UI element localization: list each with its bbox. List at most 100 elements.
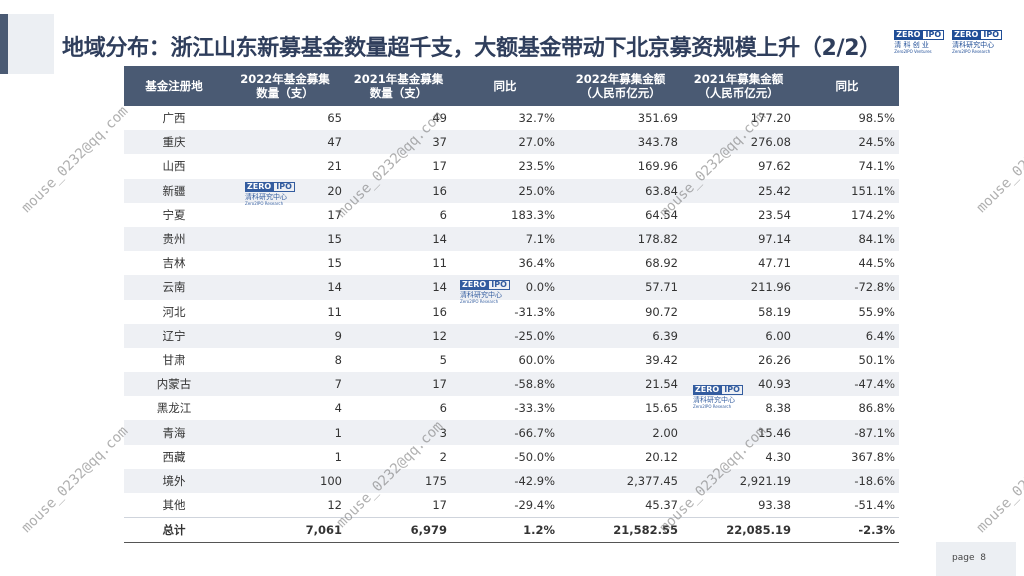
table-row: 重庆 47 37 27.0% 343.78 276.08 24.5% [124, 130, 899, 155]
table-row: 西藏 1 2 -50.0% 20.12 4.30 367.8% [124, 445, 899, 469]
value-cell: 11 [327, 304, 342, 319]
table-row: 青海 1 3 -66.7% 2.00 15.46 -87.1% [124, 420, 899, 445]
value-cell: -33.3% [514, 401, 555, 416]
value-cell: 8.38 [765, 401, 791, 416]
zero2ipo-ventures-logo: ZERO IPO 清 科 创 业 Zero2IPO Ventures [894, 30, 945, 54]
logo-mark-right: IPO [922, 30, 945, 40]
region-cell: 云南 [124, 275, 224, 300]
value-cell: 64.54 [645, 207, 678, 222]
value-cell: 74.1% [858, 159, 895, 174]
region-cell: 宁夏 [162, 207, 186, 222]
column-header: 同比 [451, 66, 559, 106]
value-cell: 57.71 [559, 275, 682, 300]
logo-mark-right: IPO [488, 280, 510, 290]
table-row: 新疆 20 16 25.0% 63.84 25.42 151.1% [124, 178, 899, 203]
logo-cn-text: 清 科 创 业 [894, 41, 929, 49]
value-cell: 39.42 [645, 352, 678, 367]
logo-cn-text: 清科研究中心 [245, 193, 287, 201]
table-row: 黑龙江 4 6 -33.3% 15.65 8.38 86.8% [124, 396, 899, 420]
region-cell: 青海 [124, 420, 224, 445]
value-cell: 15.46 [682, 420, 795, 445]
total-label-cell: 总计 [124, 517, 224, 544]
value-cell: 1 [224, 420, 346, 445]
column-header: 2021年募集金额 （人民币亿元） [682, 66, 795, 106]
column-header: 2021年基金募集 数量（支） [346, 66, 451, 106]
table-row: 吉林 15 11 36.4% 68.92 47.71 44.5% [124, 251, 899, 275]
value-cell: -47.4% [795, 372, 899, 397]
watermark-logo: ZERO IPO 清科研究中心 Zero2IPO Research [460, 280, 510, 304]
logo-mark-right: IPO [273, 182, 295, 192]
logo-cn-text: 清科研究中心 [460, 291, 502, 299]
total-value-cell: 21,582.55 [559, 517, 682, 544]
value-cell: 27.0% [451, 130, 559, 155]
value-cell: -25.0% [451, 323, 559, 348]
value-cell: 2,377.45 [559, 468, 682, 493]
value-cell: 60.0% [518, 352, 555, 367]
value-cell: 50.1% [858, 352, 895, 367]
value-cell: 93.38 [758, 498, 791, 513]
title-decoration [8, 14, 54, 74]
region-cell: 河北 [162, 304, 186, 319]
value-cell: 12 [327, 498, 342, 513]
total-row: 总计 7,061 6,979 1.2% 21,582.55 22,085.19 -2.3% [124, 517, 899, 544]
value-cell: 20 [224, 178, 346, 203]
value-cell: 178.82 [559, 226, 682, 252]
value-cell: -87.1% [795, 420, 899, 445]
value-cell: 45.37 [645, 498, 678, 513]
value-cell: 17 [432, 159, 447, 174]
value-cell: 100 [224, 468, 346, 493]
value-cell: 169.96 [637, 159, 678, 174]
value-cell: -42.9% [451, 468, 559, 493]
value-cell: 23.54 [758, 207, 791, 222]
region-cell: 其他 [162, 498, 186, 513]
value-cell: -72.8% [795, 275, 899, 300]
value-cell: 97.62 [758, 159, 791, 174]
table-row: 山西 21 17 23.5% 169.96 97.62 74.1% [124, 154, 899, 178]
value-cell: 4.30 [765, 449, 791, 464]
zero2ipo-research-logo: ZERO IPO 清科研究中心 Zero2IPO Research [952, 30, 1002, 54]
table-row: 贵州 15 14 7.1% 178.82 97.14 84.1% [124, 226, 899, 252]
logo-mark-left: ZERO [460, 280, 489, 290]
logo-en-text: Zero2IPO Ventures [894, 49, 932, 54]
value-cell: 4 [334, 401, 342, 416]
page-title: 地域分布：浙江山东新募基金数量超千支，大额基金带动下北京募资规模上升（2/2） [62, 36, 881, 61]
value-cell: 20.12 [645, 449, 678, 464]
value-cell: -51.4% [854, 498, 895, 513]
total-value-cell: 22,085.19 [682, 517, 795, 544]
fund-region-table: 基金注册地 2022年基金募集 数量（支） 2021年基金募集 数量（支） 同比 202… [124, 66, 899, 544]
value-cell: 47 [224, 130, 346, 155]
table-row: 云南 14 14 0.0% 57.71 211.96 -72.8% [124, 275, 899, 300]
region-cell: 吉林 [162, 256, 186, 271]
region-cell: 境外 [124, 468, 224, 493]
value-cell: -66.7% [451, 420, 559, 445]
value-cell: 2,921.19 [682, 468, 795, 493]
page-number-box [936, 542, 1016, 576]
value-cell: 14 [346, 275, 451, 300]
value-cell: -31.3% [514, 304, 555, 319]
value-cell: 90.72 [645, 304, 678, 319]
value-cell: 44.5% [858, 256, 895, 271]
value-cell: 15.65 [645, 401, 678, 416]
table-header-row: 基金注册地 2022年基金募集 数量（支） 2021年基金募集 数量（支） 同比 202… [124, 66, 899, 106]
value-cell: 14 [346, 226, 451, 252]
value-cell: 2 [439, 449, 447, 464]
value-cell: 17 [346, 372, 451, 397]
value-cell: 68.92 [645, 256, 678, 271]
value-cell: 9 [224, 323, 346, 348]
logo-cn-text: 清科研究中心 [693, 396, 735, 404]
logo-en-text: Zero2IPO Research [245, 201, 284, 206]
value-cell: 25.0% [451, 178, 559, 203]
table-row: 内蒙古 7 17 -58.8% 21.54 40.93 -47.4% [124, 372, 899, 397]
value-cell: 175 [346, 468, 451, 493]
value-cell: 276.08 [682, 130, 795, 155]
value-cell: 16 [432, 304, 447, 319]
table-row: 甘肃 8 5 60.0% 39.42 26.26 50.1% [124, 348, 899, 372]
region-cell: 辽宁 [124, 323, 224, 348]
logo-mark-right: IPO [980, 30, 1002, 40]
logo-mark-left: ZERO [245, 182, 274, 192]
total-value-cell: 6,979 [346, 517, 451, 544]
value-cell: 351.69 [637, 111, 678, 126]
value-cell: 343.78 [559, 130, 682, 155]
page-number-value: 8 [980, 553, 986, 563]
title-accent-bar [0, 14, 8, 74]
